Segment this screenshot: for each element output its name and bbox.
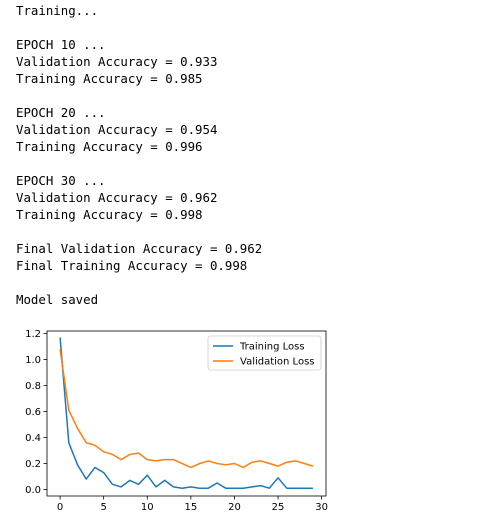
loss-chart: 0 5 10 15 20 25 30 0.0 0.2 0.4 0.6 0.8 1.0 1.2 Trainin… <box>0 320 502 524</box>
plot-frame <box>46 330 327 497</box>
x-tick-label: 10 <box>141 502 154 513</box>
y-tick-label: 1.2 <box>25 329 41 340</box>
output-line: EPOCH 20 ... <box>16 105 106 120</box>
output-line: Validation Accuracy = 0.954 <box>16 122 218 137</box>
output-line: Validation Accuracy = 0.962 <box>16 190 218 205</box>
y-tick-label: 1.0 <box>25 355 41 366</box>
output-line: Final Validation Accuracy = 0.962 <box>16 241 263 256</box>
cell-output-text: Training... EPOCH 10 ... Validation Accura… <box>16 2 262 308</box>
x-tick-label: 25 <box>272 502 285 513</box>
output-blank-line <box>16 223 262 240</box>
x-tick-label: 5 <box>100 502 106 513</box>
x-tick-label: 20 <box>228 502 241 513</box>
x-tick-label: 30 <box>315 502 328 513</box>
y-tick-label: 0.6 <box>25 407 41 418</box>
legend-label: Validation Loss <box>240 357 315 368</box>
output-line: Validation Accuracy = 0.933 <box>16 54 218 69</box>
output-blank-line <box>16 87 262 104</box>
output-line: Final Training Accuracy = 0.998 <box>16 258 248 273</box>
output-line: Training... <box>16 3 99 18</box>
output-line: Model saved <box>16 292 99 307</box>
output-blank-line <box>16 19 262 36</box>
legend-box <box>207 335 322 371</box>
output-blank-line <box>16 274 262 291</box>
output-line: EPOCH 30 ... <box>16 173 106 188</box>
output-blank-line <box>16 155 262 172</box>
output-line: Training Accuracy = 0.985 <box>16 71 203 86</box>
output-line: Training Accuracy = 0.996 <box>16 139 203 154</box>
y-tick-label: 0.2 <box>25 459 41 470</box>
y-tick-label: 0.4 <box>25 433 41 444</box>
x-tick-label: 15 <box>184 502 197 513</box>
output-line: Training Accuracy = 0.998 <box>16 207 203 222</box>
series-line-validation-loss <box>59 349 314 469</box>
output-line: EPOCH 10 ... <box>16 37 106 52</box>
legend-label: Training Loss <box>239 342 305 353</box>
y-tick-label: 0.0 <box>25 485 41 496</box>
loss-chart-svg: 0 5 10 15 20 25 30 0.0 0.2 0.4 0.6 0.8 1.0 1.2 Trainin… <box>25 329 328 513</box>
x-tick-label: 0 <box>57 502 63 513</box>
y-tick-label: 0.8 <box>25 381 41 392</box>
series-line-training-loss <box>59 337 313 489</box>
